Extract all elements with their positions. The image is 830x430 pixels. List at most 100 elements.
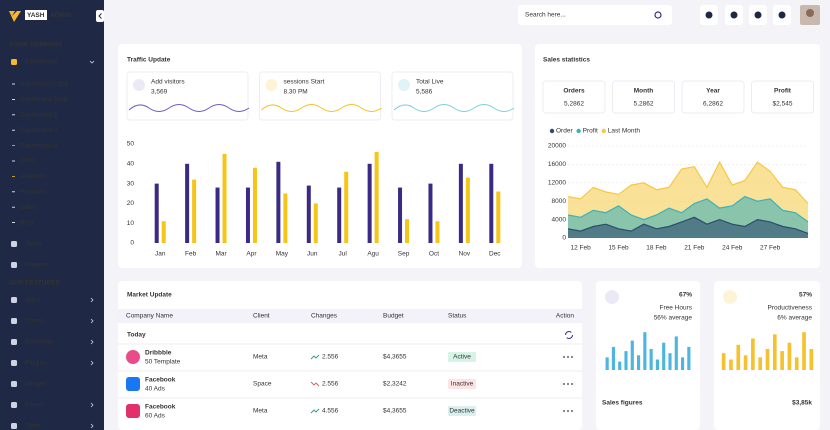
chevron: [90, 423, 94, 429]
card-sub: 6% average: [777, 315, 812, 322]
bar: [721, 353, 726, 370]
menu-item[interactable]: Table: [25, 423, 41, 430]
bar: [367, 163, 372, 243]
menu-item[interactable]: Apps: [25, 297, 41, 304]
bar: [465, 177, 470, 243]
status-badge: [448, 379, 476, 389]
bar: [649, 349, 653, 370]
submenu-item[interactable]: CRM: [20, 158, 35, 165]
card: [118, 281, 582, 430]
card-label: Free Hours: [659, 305, 692, 312]
menu-item[interactable]: Forms: [25, 402, 44, 409]
bar: [743, 355, 748, 370]
budget: $4,3655: [383, 408, 407, 415]
header-icon: [754, 11, 762, 19]
card-title: Traffic Update: [127, 57, 171, 64]
bar: [161, 221, 166, 243]
submenu-item[interactable]: Dashboard 4: [20, 142, 58, 149]
x-tick-label: 12 Feb: [571, 245, 592, 252]
bar: [252, 167, 257, 243]
submenu-item[interactable]: Analytics: [20, 173, 47, 180]
menu-icon: [11, 339, 17, 345]
trend-arrow: [310, 354, 320, 360]
menu-item[interactable]: Tasks: [25, 241, 42, 248]
stat-value: $2,545: [773, 101, 793, 108]
stat-value: 6,2862: [703, 101, 723, 108]
bar: [655, 359, 659, 370]
table-header: [118, 309, 582, 323]
submenu-item[interactable]: Dashboard 3: [20, 127, 58, 134]
bar: [630, 340, 634, 370]
menu-item[interactable]: Plugins: [25, 360, 47, 367]
column-header: Client: [253, 313, 270, 320]
x-tick-label: Jun: [307, 251, 318, 258]
action-dot[interactable]: [563, 383, 565, 385]
legend-label: Last Month: [608, 128, 641, 135]
menu-item[interactable]: Widget: [25, 381, 45, 388]
stat-icon: [398, 79, 410, 91]
action-dot[interactable]: [567, 356, 569, 358]
action-dot[interactable]: [567, 410, 569, 412]
company-logo: [126, 377, 140, 391]
status: Deactive: [449, 408, 475, 415]
sparkline: [261, 104, 382, 112]
action-dot[interactable]: [571, 383, 573, 385]
y-tick-label: 40: [127, 161, 135, 168]
collapse-button[interactable]: [96, 10, 104, 22]
bar: [668, 353, 672, 370]
submenu-item[interactable]: Dashboard Light: [20, 81, 68, 88]
status-badge: [448, 406, 476, 416]
company-name: Facebook: [145, 404, 176, 411]
action-dot[interactable]: [567, 383, 569, 385]
area-fill: [568, 217, 808, 238]
bar: [794, 357, 799, 370]
action-dot[interactable]: [563, 356, 565, 358]
stat-label: Orders: [563, 88, 585, 95]
submenu-item[interactable]: Dashboard Dark: [20, 96, 68, 103]
search-placeholder: Search here...: [525, 12, 566, 19]
bar: [283, 193, 288, 243]
sparkline: [128, 104, 250, 112]
x-tick-label: 27 Feb: [760, 245, 781, 252]
submenu-item[interactable]: Sales: [20, 204, 37, 211]
submenu-item[interactable]: Products: [20, 189, 46, 196]
menu-item[interactable]: Charts: [25, 318, 45, 325]
stat-box: [542, 80, 606, 114]
status-badge: [448, 352, 476, 362]
menu-item[interactable]: Dashboard: [25, 59, 57, 66]
y-tick-label: 0: [130, 240, 134, 247]
bar: [624, 351, 628, 370]
stat-icon: [265, 79, 278, 91]
stat-value: 5,2862: [564, 101, 584, 108]
x-tick-label: Agu: [367, 251, 379, 258]
y-tick-label: 50: [127, 141, 135, 148]
action-dot[interactable]: [571, 410, 573, 412]
x-tick-label: Apr: [246, 251, 257, 258]
submenu-item[interactable]: Dashboard 2: [20, 112, 58, 119]
bar: [313, 203, 318, 243]
logo-icon: [9, 11, 21, 22]
group-label: Today: [127, 332, 146, 339]
column-header: Action: [556, 313, 574, 320]
bar: [222, 153, 227, 243]
bar: [611, 346, 615, 370]
menu-item[interactable]: Bootstrap: [25, 339, 53, 346]
bar: [687, 346, 691, 370]
action-dot[interactable]: [571, 356, 573, 358]
menu-icon: [11, 59, 17, 65]
stat-label: Year: [706, 88, 720, 95]
column-header: Company Name: [126, 313, 173, 320]
menu-item[interactable]: Projects: [25, 262, 49, 269]
card-percent: 57%: [799, 292, 812, 299]
bar: [787, 342, 792, 370]
y-tick-label: 0: [562, 235, 566, 242]
action-dot[interactable]: [563, 410, 565, 412]
menu-icon: [11, 423, 17, 429]
bar: [681, 357, 685, 370]
bar: [758, 357, 763, 370]
search-box[interactable]: [518, 5, 672, 25]
refresh-icon[interactable]: [565, 331, 573, 339]
submenu-item[interactable]: Blog: [20, 219, 33, 226]
company-sub: 50 Template: [145, 359, 181, 366]
trend-arrow: [310, 408, 320, 414]
